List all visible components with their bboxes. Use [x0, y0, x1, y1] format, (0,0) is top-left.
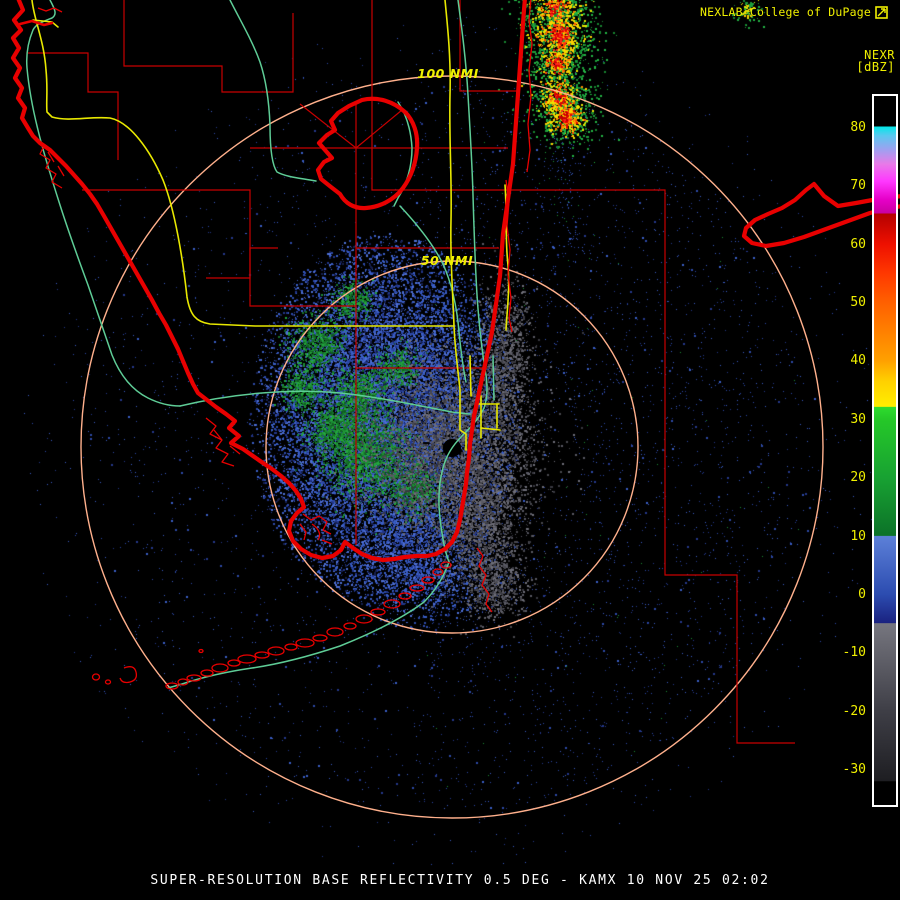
legend-tick-40: 40 [850, 353, 866, 369]
dry-tortugas [91, 673, 101, 681]
dbz-colorbar [872, 94, 898, 807]
legend-tick-10: 10 [850, 528, 866, 544]
biscayne-islands [476, 547, 493, 613]
ring-label-50-nmi: 50 NMI [420, 253, 474, 268]
ring-label-100-nmi: 100 NMI [417, 66, 479, 81]
marquesas-keys [119, 666, 138, 684]
legend-tick-70: 70 [850, 178, 866, 194]
marco-island-detail [205, 417, 241, 467]
ring-100nmi [80, 75, 824, 819]
legend-tick-20: 20 [850, 470, 866, 486]
legend-units-label: [dBZ] [856, 60, 895, 74]
legend-tick--10: -10 [842, 645, 866, 661]
legend-tick-0: 0 [858, 586, 866, 602]
header-title: NEXLAB-College of DuPage [700, 5, 871, 19]
header: NEXLAB-College of DuPage [700, 5, 888, 19]
florida-coast [10, 0, 527, 563]
legend-tick-50: 50 [850, 295, 866, 311]
coastline [10, 0, 533, 613]
top-islets [37, 7, 63, 13]
legend-heading: NEXR [dBZ] [856, 49, 895, 73]
whitewater-bay-detail [299, 513, 333, 545]
charlotte-harbor-detail [35, 139, 65, 189]
marine-zone-lines [371, 0, 795, 744]
bahamas-bank [741, 181, 900, 249]
legend-tick-80: 80 [850, 120, 866, 135]
legend-tick--20: -20 [842, 703, 866, 719]
legend-product-label: NEXR [864, 48, 895, 62]
lake-okeechobee [315, 96, 420, 211]
legend-tick-60: 60 [850, 236, 866, 252]
roads-green [26, 0, 495, 689]
miami-beach-barrier [505, 179, 513, 333]
status-bar: SUPER-RESOLUTION BASE REFLECTIVITY 0.5 D… [150, 873, 770, 888]
barrier-island-north [526, 0, 533, 173]
arrow-box-icon [875, 5, 888, 19]
legend-tick--30: -30 [842, 762, 866, 777]
county-lines [28, 0, 795, 744]
caloosahatchee-inlet [18, 19, 54, 27]
legend-tick-30: 30 [850, 411, 866, 427]
florida-keys-islands [91, 561, 452, 690]
